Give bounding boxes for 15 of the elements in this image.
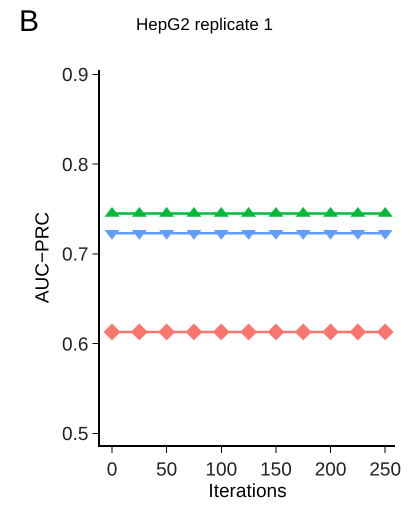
x-tick-label: 150 <box>260 460 292 481</box>
x-tick-label: 200 <box>314 460 346 481</box>
x-tick-label: 50 <box>156 460 178 481</box>
chart-title: HepG2 replicate 1 <box>136 15 274 34</box>
x-axis-title: Iterations <box>208 480 287 502</box>
y-tick-label: 0.7 <box>62 244 88 266</box>
y-tick-label: 0.5 <box>62 424 88 445</box>
x-tick-label: 0 <box>106 460 118 481</box>
text: B <box>19 5 40 38</box>
y-tick-label: 0.9 <box>62 65 88 86</box>
y-tick-label: 0.8 <box>62 154 88 176</box>
x-tick-label: 100 <box>205 460 238 481</box>
y-tick-label: 0.6 <box>62 334 88 356</box>
x-tick-label: 250 <box>369 460 402 481</box>
y-axis-title: AUC−PRC <box>32 212 54 304</box>
